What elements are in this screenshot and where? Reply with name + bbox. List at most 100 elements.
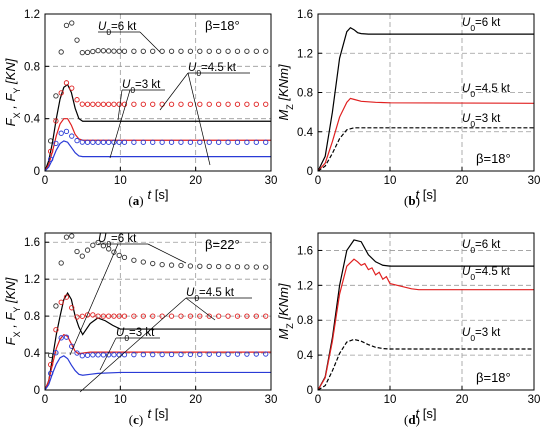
- series-marker-4.5kt-FX: [140, 313, 146, 319]
- speed-label: U0=3 kt: [462, 113, 501, 129]
- series-marker-3kt-FX: [95, 352, 101, 358]
- series-marker-3kt-FX: [253, 139, 259, 145]
- series-marker-4.5kt-FX: [206, 313, 212, 319]
- series-marker-3kt-FX: [121, 352, 128, 358]
- series-marker-3kt-FX: [178, 351, 184, 358]
- series-line-3kt: [317, 127, 534, 172]
- y-tick-label: 1.2: [24, 9, 40, 21]
- series-marker-6kt-FX: [234, 264, 241, 270]
- series-line-4.5kt-FY: [44, 333, 271, 391]
- series-marker-6kt-FX: [244, 264, 250, 270]
- y-tick-label: 0: [307, 166, 313, 178]
- series-marker-6kt-FX: [225, 263, 231, 270]
- x-tick-label: 0: [42, 175, 48, 187]
- x-tick-label: 0: [42, 394, 48, 406]
- series-marker-3kt-FX: [74, 350, 80, 356]
- y-tick-label: 0.8: [24, 311, 40, 323]
- series-marker-3kt-FX: [206, 351, 212, 357]
- x-tick-label: 30: [265, 394, 278, 406]
- annotation-leader: [117, 89, 123, 121]
- series-marker-3kt-FX: [168, 139, 175, 145]
- series-marker-4.5kt-FX: [95, 101, 101, 107]
- y-tick-label: 0: [34, 166, 40, 178]
- series-marker-3kt-FX: [263, 351, 269, 357]
- y-axis-label: FX , FY [KN]: [3, 58, 22, 126]
- series-marker-3kt-FX: [215, 351, 222, 357]
- series-marker-4.5kt-FX: [140, 101, 146, 107]
- beta-annotation: β=18°: [476, 151, 511, 166]
- series-marker-6kt-FX: [244, 48, 250, 54]
- annotation-leader: [79, 297, 187, 393]
- chart-panel-a: 0 10 20 30 0 0.4 0.8 1.2 t [s] FX , FY [KN] β=18° U…: [3, 9, 277, 208]
- series-marker-6kt-FX: [74, 37, 80, 43]
- series-marker-4.5kt-FX: [131, 313, 137, 319]
- series-marker-4.5kt-FX: [69, 305, 75, 311]
- y-tick-label: 0.4: [297, 127, 314, 139]
- series-marker-3kt-FX: [63, 128, 70, 135]
- series-marker-3kt-FX: [116, 139, 122, 145]
- beta-annotation: β=18°: [476, 370, 511, 385]
- x-tick-label: 10: [384, 175, 397, 187]
- series-marker-4.5kt-FX: [84, 101, 91, 107]
- annotation-leader: [99, 337, 117, 371]
- y-tick-label: 0.4: [24, 114, 41, 126]
- annotation-leader: [139, 31, 161, 53]
- series-marker-3kt-FX: [111, 352, 117, 358]
- series-marker-4.5kt-FX: [178, 313, 184, 319]
- x-axis-label: t [s]: [416, 187, 437, 202]
- series-marker-4.5kt-FX: [90, 312, 96, 318]
- x-tick-label: 0: [315, 175, 321, 187]
- series-marker-3kt-FX: [58, 130, 64, 136]
- series-marker-6kt-FX: [95, 47, 101, 54]
- series-marker-6kt-FX: [150, 260, 156, 267]
- y-tick-label: 0.8: [297, 88, 313, 100]
- x-tick-label: 10: [114, 175, 127, 187]
- y-tick-label: 1.2: [297, 48, 313, 60]
- series-line-4.5kt-FY: [44, 118, 271, 172]
- chart-panel-d: 0 10 20 30 0 0.4 0.8 1.2 1.6 t [s] MZ [KNm] β=18° U0…: [276, 232, 541, 427]
- series-marker-4.5kt-FX: [206, 101, 212, 107]
- series-marker-4.5kt-FX: [253, 313, 259, 319]
- series-marker-4.5kt-FX: [244, 101, 250, 107]
- series-marker-3kt-FX: [84, 352, 91, 358]
- series-marker-3kt-FX: [244, 139, 250, 145]
- series-marker-3kt-FX: [100, 352, 107, 358]
- series-line-4.5kt: [317, 258, 534, 391]
- series-marker-6kt-FX: [53, 93, 59, 99]
- series-marker-6kt-FX: [159, 48, 165, 54]
- series-marker-6kt-FX: [106, 246, 112, 252]
- series-marker-4.5kt-FX: [263, 313, 269, 319]
- x-axis-label: t [s]: [416, 406, 437, 421]
- y-tick-label: 0.8: [24, 61, 40, 73]
- plot-frame: [44, 13, 272, 172]
- series-marker-4.5kt-FX: [121, 313, 128, 319]
- series-marker-6kt-FX: [121, 254, 128, 261]
- x-tick-label: 30: [528, 394, 541, 406]
- series-marker-3kt-FX: [150, 139, 156, 145]
- series-marker-3kt-FX: [69, 133, 75, 139]
- series-marker-4.5kt-FX: [187, 101, 194, 107]
- series-marker-3kt-FX: [263, 139, 269, 145]
- series-marker-4.5kt-FX: [197, 313, 203, 319]
- series-marker-3kt-FX: [234, 139, 241, 145]
- x-axis-label: t [s]: [148, 187, 169, 202]
- series-marker-3kt-FX: [84, 139, 91, 145]
- series-marker-6kt-FX: [197, 48, 203, 54]
- series-marker-4.5kt-FX: [168, 313, 175, 319]
- series-marker-3kt-FX: [131, 139, 137, 145]
- series-marker-3kt-FX: [150, 351, 156, 358]
- series-line-6kt-FY: [44, 291, 271, 391]
- series-marker-3kt-FX: [159, 351, 165, 358]
- panel-caption: (c): [129, 412, 143, 427]
- series-marker-3kt-FX: [90, 139, 96, 145]
- series-marker-6kt-FX: [159, 261, 165, 268]
- panel-caption: (d): [404, 412, 420, 427]
- speed-label: U0=6 kt: [98, 21, 137, 37]
- series-marker-4.5kt-FX: [131, 101, 137, 107]
- series-marker-3kt-FX: [187, 351, 194, 358]
- series-marker-4.5kt-FX: [74, 97, 80, 103]
- series-marker-4.5kt-FX: [111, 101, 117, 107]
- y-axis-label: MZ [KNm]: [276, 283, 295, 339]
- series-marker-4.5kt-FX: [106, 313, 112, 319]
